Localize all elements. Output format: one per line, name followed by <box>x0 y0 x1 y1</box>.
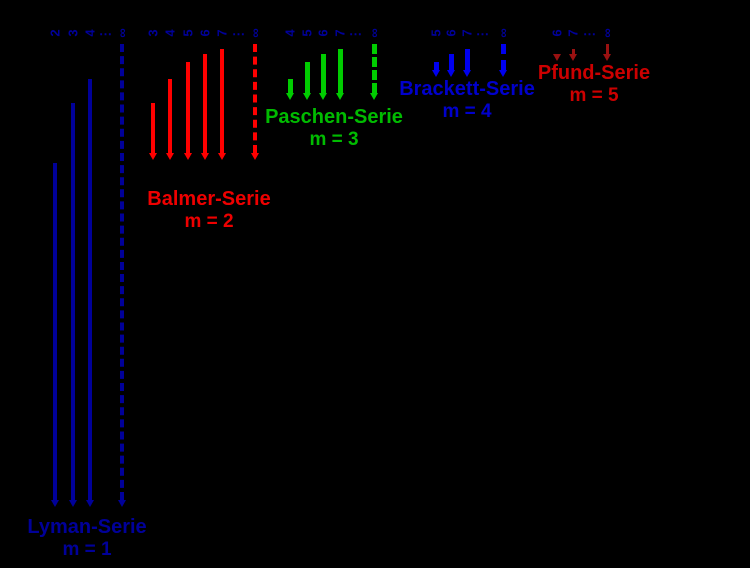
arrow-head-icon <box>69 500 77 507</box>
transition-arrow-balmer <box>253 44 257 153</box>
transition-arrow-balmer <box>220 49 224 153</box>
transition-arrow-balmer <box>203 54 207 153</box>
arrow-head-icon <box>447 70 455 77</box>
arrow-head-icon <box>218 153 226 160</box>
transition-arrow-pfund <box>571 49 575 54</box>
arrow-head-icon <box>336 93 344 100</box>
transition-arrow-brackett <box>448 54 454 70</box>
arrow-head-icon <box>432 70 440 77</box>
series-m-label-pfund: m = 5 <box>569 85 619 106</box>
series-label-pfund: Pfund-Serie <box>537 62 651 84</box>
transition-arrow-balmer <box>168 79 172 153</box>
series-m-label-lyman: m = 1 <box>62 539 112 560</box>
transition-arrow-lyman <box>53 163 57 500</box>
transition-arrow-lyman <box>71 103 75 500</box>
series-label-brackett: Brackett-Serie <box>399 78 535 100</box>
arrow-head-icon <box>603 54 611 61</box>
ellipsis-paschen: ⋯ <box>349 26 363 42</box>
arrow-head-icon <box>499 70 507 77</box>
arrow-head-icon <box>166 153 174 160</box>
arrow-head-icon <box>463 70 471 77</box>
transition-arrow-paschen <box>304 62 310 93</box>
level-number-pfund: ∞ <box>599 28 615 38</box>
arrow-head-icon <box>569 54 577 61</box>
transition-arrow-pfund <box>605 44 609 54</box>
arrow-head-icon <box>303 93 311 100</box>
level-number-pfund: 6 <box>549 29 565 37</box>
transition-arrow-brackett <box>433 62 439 70</box>
arrow-head-icon <box>251 153 259 160</box>
arrow-head-icon <box>118 500 126 507</box>
transition-arrow-paschen <box>371 44 377 93</box>
ellipsis-brackett: ⋯ <box>476 26 490 42</box>
transition-arrow-balmer <box>151 103 155 153</box>
level-number-pfund: 7 <box>565 29 581 37</box>
series-m-label-paschen: m = 3 <box>309 129 359 150</box>
transition-arrow-brackett <box>500 44 506 70</box>
transition-arrow-brackett <box>464 49 470 70</box>
transition-arrow-lyman <box>120 44 124 500</box>
transition-arrow-balmer <box>186 62 190 153</box>
arrow-head-icon <box>319 93 327 100</box>
arrow-head-icon <box>553 54 561 61</box>
arrow-head-icon <box>51 500 59 507</box>
series-label-paschen: Paschen-Serie <box>265 106 403 128</box>
arrow-head-icon <box>86 500 94 507</box>
series-m-label-balmer: m = 2 <box>184 211 234 232</box>
arrow-head-icon <box>149 153 157 160</box>
arrow-head-icon <box>201 153 209 160</box>
transition-arrow-paschen <box>287 79 293 93</box>
transition-arrow-lyman <box>88 79 92 500</box>
transition-arrow-paschen <box>337 49 343 93</box>
arrow-head-icon <box>286 93 294 100</box>
series-label-lyman: Lyman-Serie <box>27 516 147 538</box>
series-m-label-brackett: m = 4 <box>442 101 492 122</box>
arrow-head-icon <box>370 93 378 100</box>
ellipsis-lyman: ⋯ <box>99 26 113 42</box>
transition-arrow-paschen <box>320 54 326 93</box>
series-label-balmer: Balmer-Serie <box>147 188 271 210</box>
ellipsis-pfund: ⋯ <box>583 26 597 42</box>
arrow-head-icon <box>184 153 192 160</box>
ellipsis-balmer: ⋯ <box>232 26 246 42</box>
